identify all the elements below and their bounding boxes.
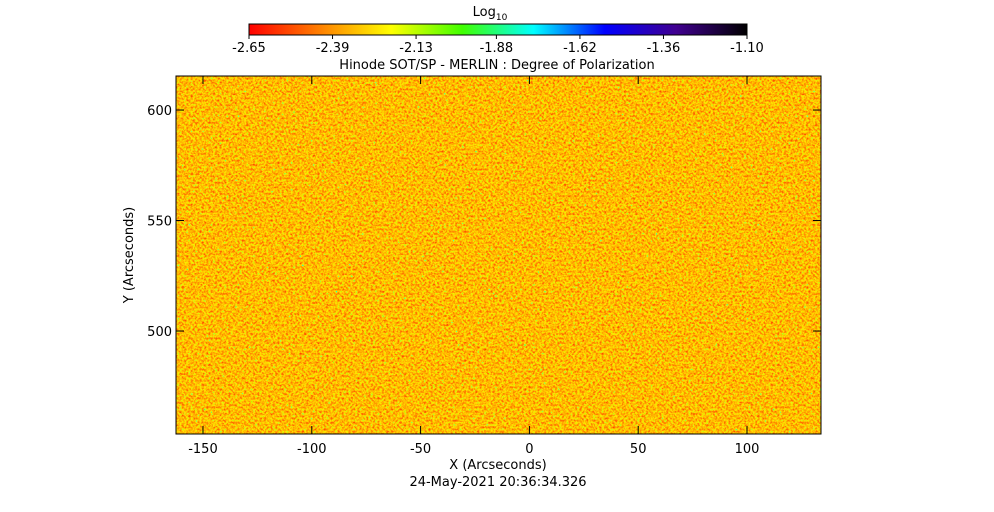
x-axis-label: X (Arcseconds) xyxy=(449,458,546,473)
colorbar-tick-label: -1.62 xyxy=(563,41,597,56)
x-tick-label: 50 xyxy=(630,442,647,457)
x-tick-label: -100 xyxy=(297,442,327,457)
y-tick-label: 600 xyxy=(147,104,172,119)
y-tick-label: 500 xyxy=(147,325,172,340)
colorbar-tick-label: -1.10 xyxy=(730,41,764,56)
colorbar-tick-label: -1.36 xyxy=(647,41,681,56)
y-axis-label: Y (Arcseconds) xyxy=(122,207,137,304)
colorbar-label-text: Log xyxy=(473,5,496,20)
colorbar-tick-label: -2.65 xyxy=(232,41,266,56)
x-tick-label: -50 xyxy=(410,442,431,457)
x-tick-label: -150 xyxy=(188,442,218,457)
colorbar-label: Log10 xyxy=(473,5,508,23)
x-tick-label: 0 xyxy=(525,442,533,457)
colorbar-tick-label: -1.88 xyxy=(480,41,514,56)
date-label: 24-May-2021 20:36:34.326 xyxy=(409,475,586,490)
colorbar-tick-label: -2.13 xyxy=(399,41,433,56)
plot-frame xyxy=(175,75,822,435)
y-tick-label: 550 xyxy=(147,215,172,230)
x-tick-label: 100 xyxy=(735,442,760,457)
colorbar-label-sub: 10 xyxy=(496,13,508,23)
colorbar xyxy=(248,23,748,36)
colorbar-tick-label: -2.39 xyxy=(316,41,350,56)
chart-title: Hinode SOT/SP - MERLIN : Degree of Polar… xyxy=(339,58,654,73)
polarization-map xyxy=(176,76,821,434)
